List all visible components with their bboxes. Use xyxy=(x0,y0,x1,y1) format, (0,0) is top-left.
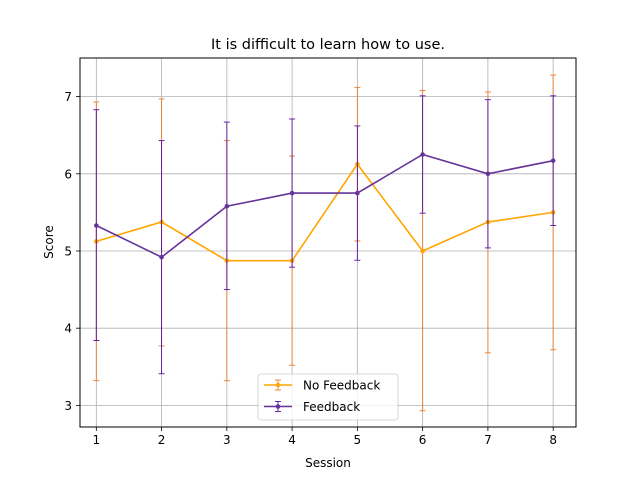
x-tick-label: 7 xyxy=(484,433,492,447)
x-tick-label: 6 xyxy=(419,433,427,447)
x-tick-label: 4 xyxy=(288,433,296,447)
x-axis-label: Session xyxy=(305,456,351,470)
x-tick-label: 2 xyxy=(158,433,166,447)
data-point xyxy=(420,248,425,254)
legend: No Feedback Feedback xyxy=(257,373,399,421)
plot-frame xyxy=(79,57,577,428)
tick-layer: 1 2 3 4 5 6 7 8 3 4 5 6 7 xyxy=(64,90,557,447)
data-point xyxy=(159,254,164,260)
y-tick-label: 3 xyxy=(64,399,72,413)
legend-marker xyxy=(275,382,281,388)
legend-item: No Feedback xyxy=(264,379,380,393)
legend-box xyxy=(257,373,399,421)
legend-label: Feedback xyxy=(303,400,360,414)
y-tick-label: 7 xyxy=(64,90,72,104)
y-axis-label: Score xyxy=(42,225,56,259)
chart-title: It is difficult to learn how to use. xyxy=(211,37,445,53)
series-layer xyxy=(93,74,557,412)
legend-marker xyxy=(275,404,281,409)
data-point xyxy=(94,223,99,228)
series-feedback xyxy=(93,95,557,375)
data-point xyxy=(355,190,360,196)
x-tick-label: 5 xyxy=(354,433,362,447)
data-point xyxy=(550,158,556,163)
series-line xyxy=(95,153,554,259)
x-tick-label: 3 xyxy=(223,433,231,447)
x-tick-label: 8 xyxy=(549,433,557,447)
y-tick-label: 5 xyxy=(64,244,72,258)
data-point xyxy=(485,171,491,177)
legend-item: Feedback xyxy=(264,400,360,414)
data-point xyxy=(224,203,230,209)
series-line xyxy=(96,162,554,262)
y-tick-label: 4 xyxy=(64,322,72,336)
x-tick-label: 1 xyxy=(92,433,100,447)
legend-label: No Feedback xyxy=(303,379,380,393)
data-point xyxy=(289,190,295,196)
y-tick-label: 6 xyxy=(64,167,72,181)
data-point xyxy=(420,152,425,157)
